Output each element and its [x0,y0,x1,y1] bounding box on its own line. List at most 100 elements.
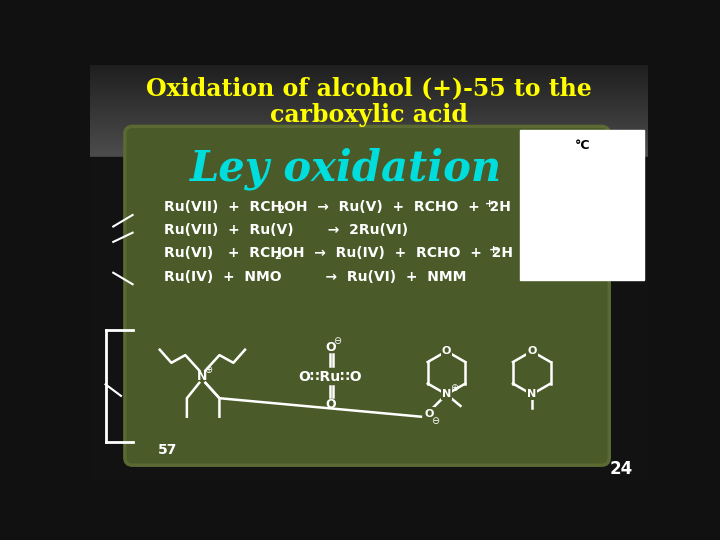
Bar [90,80,648,81]
Bar [90,137,648,138]
Text: °C: °C [575,139,590,152]
Bar [90,79,648,80]
Text: 57: 57 [158,443,178,457]
Bar [90,67,648,68]
Text: O: O [325,341,336,354]
Text: O: O [325,398,336,411]
Bar [90,68,648,69]
Bar [90,144,648,145]
Text: Ley oxidation: Ley oxidation [189,147,502,190]
Bar [90,131,648,132]
Bar [90,95,648,96]
Text: O: O [527,346,536,356]
Bar [90,156,648,157]
Bar [90,111,648,112]
Bar [90,124,648,125]
Bar [90,134,648,135]
Bar [90,71,648,72]
Bar [90,157,648,481]
Text: 2: 2 [277,205,284,214]
Bar [90,123,648,124]
Text: Oxidation of alcohol (+)-55 to the: Oxidation of alcohol (+)-55 to the [146,76,592,100]
Bar [90,77,648,78]
Text: 2: 2 [274,251,282,261]
Bar [90,139,648,140]
Bar [90,81,648,82]
Bar [90,112,648,113]
Bar [90,143,648,144]
Bar [90,136,648,137]
FancyBboxPatch shape [125,126,609,465]
Bar [90,66,648,67]
Text: ⊖: ⊖ [431,416,440,426]
Bar [90,107,648,108]
Bar [90,87,648,88]
Bar [90,74,648,75]
Bar [90,138,648,139]
Bar [90,73,648,74]
Text: ⊕: ⊕ [204,366,212,375]
Text: carboxylic acid: carboxylic acid [270,103,468,127]
Bar [520,130,644,280]
Bar [90,122,648,123]
Text: N: N [197,370,207,383]
Bar [90,127,648,128]
Bar [90,96,648,97]
Bar [90,104,648,105]
Text: +: + [485,199,495,209]
Bar [90,97,648,98]
Text: N: N [442,389,451,400]
Text: Ru(IV)  +  NMO         →  Ru(VI)  +  NMM: Ru(IV) + NMO → Ru(VI) + NMM [163,269,466,284]
Bar [90,101,648,102]
Bar [90,147,648,148]
Text: Ru(VII)  +  Ru(V)       →  2Ru(VI): Ru(VII) + Ru(V) → 2Ru(VI) [163,224,408,238]
Bar [90,106,648,107]
Text: O∷Ru∷O: O∷Ru∷O [298,370,362,383]
Bar [90,85,648,86]
Bar [90,92,648,93]
Bar [90,142,648,143]
Bar [90,110,648,111]
Bar [90,76,648,77]
Text: OH  →  Ru(V)  +  RCHO  +  2H: OH → Ru(V) + RCHO + 2H [284,200,510,214]
Bar [90,94,648,95]
Bar [90,148,648,150]
Text: Ru(VI)   +  RCH: Ru(VI) + RCH [163,246,282,260]
Bar [90,152,648,153]
Bar [90,86,648,87]
Bar [90,129,648,130]
Bar [90,117,648,118]
Bar [90,155,648,156]
Bar [90,130,648,131]
Bar [90,140,648,141]
Bar [90,84,648,85]
Bar [90,150,648,151]
Text: +: + [489,245,498,255]
Bar [90,128,648,129]
Bar [90,132,648,133]
Bar [90,126,648,127]
Text: ⊕: ⊕ [450,383,459,393]
Bar [90,146,648,147]
Bar [90,115,648,116]
Text: 24: 24 [609,460,632,478]
Bar [90,69,648,70]
Text: ⊖: ⊖ [333,336,341,346]
Bar [90,70,648,71]
Bar [90,75,648,76]
Bar [90,141,648,142]
Bar [90,65,648,66]
Bar [90,121,648,122]
Bar [90,109,648,110]
Bar [90,145,648,146]
Bar [90,118,648,119]
Bar [90,72,648,73]
Bar [90,82,648,83]
Bar [90,135,648,136]
Bar [90,91,648,92]
Bar [90,113,648,114]
Bar [90,102,648,103]
Text: O: O [425,409,434,419]
Bar [90,88,648,89]
Text: Ru(VII)  +  RCH: Ru(VII) + RCH [163,200,282,214]
